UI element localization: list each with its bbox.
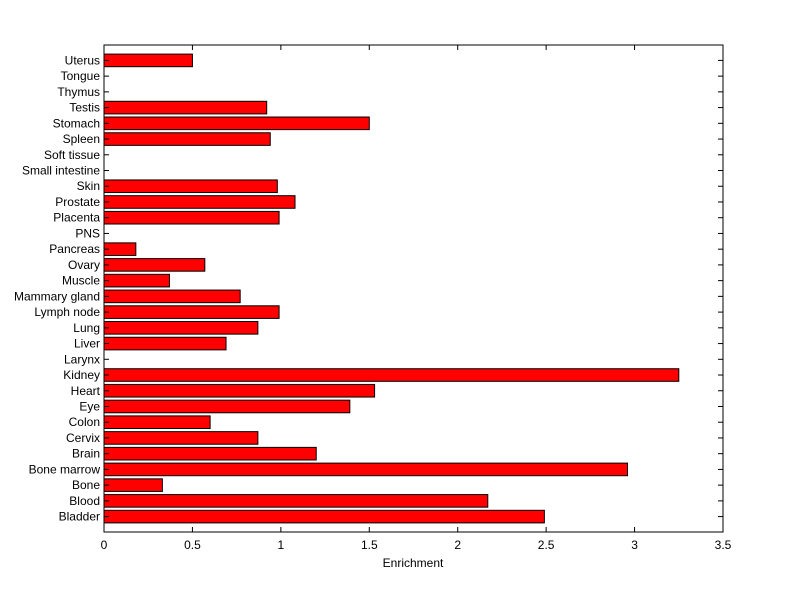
x-tick-label: 0.5 bbox=[184, 538, 201, 552]
y-tick-label: Testis bbox=[69, 101, 100, 115]
plot-area-frame bbox=[103, 44, 724, 533]
bar-prostate bbox=[103, 195, 296, 209]
bar-bone bbox=[103, 478, 163, 492]
y-tick-label: Skin bbox=[77, 179, 100, 193]
bar-bone-marrow bbox=[103, 462, 628, 477]
bar-skin bbox=[103, 179, 278, 194]
bar-blood bbox=[103, 494, 489, 508]
x-axis-label: Enrichment bbox=[383, 556, 444, 570]
y-tick-label: Thymus bbox=[57, 85, 100, 99]
y-tick-label: Stomach bbox=[53, 116, 100, 130]
y-tick-label: Bone bbox=[72, 478, 100, 492]
x-tick-label: 3 bbox=[631, 538, 638, 552]
bar-colon bbox=[103, 415, 211, 430]
y-tick-label: Lung bbox=[73, 321, 100, 335]
x-tick-label: 0 bbox=[101, 538, 108, 552]
bar-spleen bbox=[103, 132, 271, 146]
y-tick-label: Pancreas bbox=[49, 242, 100, 256]
x-tick-label: 2 bbox=[454, 538, 461, 552]
y-tick-label: Heart bbox=[71, 384, 101, 398]
y-tick-label: Ovary bbox=[68, 258, 100, 272]
bar-testis bbox=[103, 100, 268, 115]
y-tick-label: Muscle bbox=[62, 274, 100, 288]
y-tick-label: Placenta bbox=[53, 211, 100, 225]
bar-lymph-node bbox=[103, 305, 280, 319]
x-tick-label: 3.5 bbox=[715, 538, 732, 552]
x-tick-label: 1.5 bbox=[361, 538, 378, 552]
bar-mammary-gland bbox=[103, 289, 241, 304]
y-tick-label: Kidney bbox=[63, 368, 100, 382]
bar-kidney bbox=[103, 368, 680, 382]
y-tick-label: Liver bbox=[74, 337, 100, 351]
bar-uterus bbox=[103, 53, 193, 68]
bar-stomach bbox=[103, 116, 370, 131]
bar-ovary bbox=[103, 258, 206, 272]
bars-layer bbox=[103, 53, 680, 524]
y-tick-label: Tongue bbox=[61, 69, 101, 83]
y-tick-label: Uterus bbox=[65, 53, 100, 67]
bar-muscle bbox=[103, 273, 170, 288]
y-tick-label: Bladder bbox=[59, 510, 100, 524]
y-tick-label: Blood bbox=[69, 494, 100, 508]
y-tick-label: Colon bbox=[69, 415, 100, 429]
y-tick-label: Bone marrow bbox=[29, 462, 101, 476]
y-tick-label: Mammary gland bbox=[14, 289, 100, 303]
bar-lung bbox=[103, 321, 259, 335]
bar-liver bbox=[103, 336, 227, 351]
y-tick-label: Spleen bbox=[63, 132, 100, 146]
bar-heart bbox=[103, 383, 376, 398]
y-tick-label: Eye bbox=[79, 399, 100, 413]
bar-brain bbox=[103, 446, 317, 461]
bar-bladder bbox=[103, 509, 545, 524]
y-tick-label: Larynx bbox=[64, 352, 100, 366]
x-tick-label: 1 bbox=[278, 538, 285, 552]
x-tick-label: 2.5 bbox=[538, 538, 555, 552]
y-tick-label: PNS bbox=[75, 226, 100, 240]
y-tick-label: Lymph node bbox=[34, 305, 100, 319]
bar-eye bbox=[103, 399, 351, 414]
y-tick-label: Small intestine bbox=[22, 164, 100, 178]
y-tick-label: Prostate bbox=[55, 195, 100, 209]
y-tick-label: Cervix bbox=[66, 431, 100, 445]
bar-cervix bbox=[103, 431, 259, 445]
y-tick-label: Brain bbox=[72, 447, 100, 461]
y-tick-label: Soft tissue bbox=[44, 148, 100, 162]
bar-placenta bbox=[103, 210, 280, 225]
ticks-layer bbox=[103, 45, 724, 532]
